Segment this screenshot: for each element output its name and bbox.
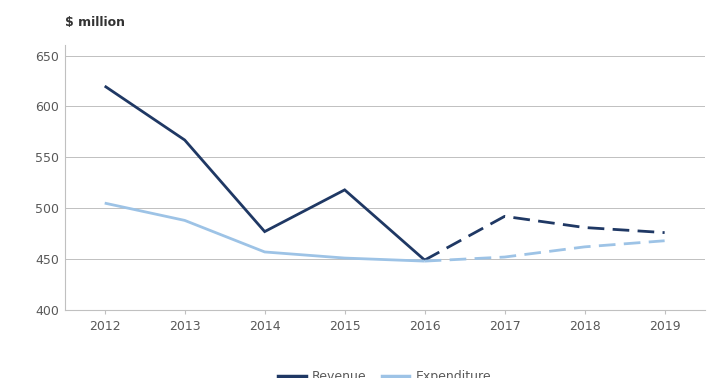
Text: $ million: $ million	[65, 17, 124, 29]
Legend: Revenue, Expenditure: Revenue, Expenditure	[273, 366, 496, 378]
